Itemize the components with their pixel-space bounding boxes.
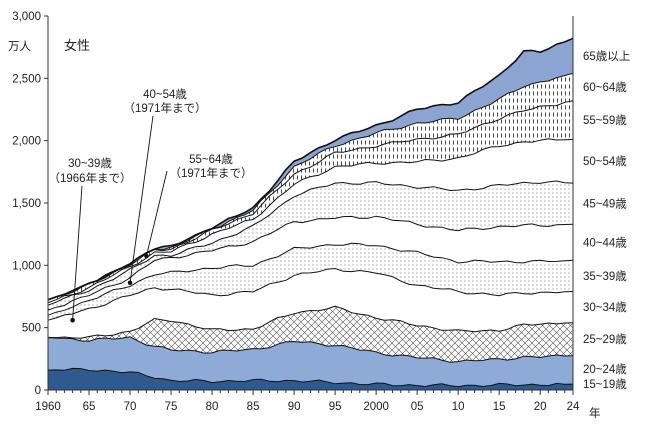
annotation-label: 40~54歳 <box>143 88 187 101</box>
area-35~39 <box>48 243 573 321</box>
y-tick-label: 3,000 <box>12 11 41 23</box>
annotation-sublabel: （1966年まで） <box>48 171 131 185</box>
annotation-leader <box>146 170 168 257</box>
series-label: 40~44歳 <box>583 236 627 249</box>
series-label: 60~64歳 <box>583 81 627 94</box>
area-40~44 <box>48 216 573 316</box>
series-label: 35~39歳 <box>583 270 627 283</box>
area-layers <box>48 38 573 390</box>
annotation-sublabel: （1971年まで） <box>169 166 252 180</box>
area-65以上 <box>48 38 573 301</box>
x-tick-label: 2000 <box>363 401 389 413</box>
chart-title: 女性 <box>64 38 90 53</box>
series-label: 25~29歳 <box>583 333 627 346</box>
y-tick-label: 2,000 <box>12 136 41 148</box>
x-tick-label: 95 <box>329 401 342 413</box>
boundary-line-40~44 <box>47 215 574 311</box>
y-tick-label: 2,500 <box>12 73 41 85</box>
x-tick-label: 24 <box>567 401 580 413</box>
series-label: 20~24歳 <box>583 363 627 376</box>
area-25~29 <box>48 306 573 363</box>
series-label: 50~54歳 <box>583 155 627 168</box>
annotation-dot <box>127 280 133 286</box>
area-15~19 <box>48 368 573 390</box>
x-tick-label: 90 <box>288 401 301 413</box>
series-label: 15~19歳 <box>583 378 627 391</box>
x-tick-label: 85 <box>247 401 260 413</box>
area-55~59 <box>48 100 573 303</box>
boundary-line-65以上 <box>47 37 574 301</box>
x-tick-label: 20 <box>534 401 547 413</box>
annotation-leader <box>72 185 83 321</box>
annotations: 30~39歳（1966年まで）40~54歳（1971年まで）55~64歳（197… <box>48 88 253 323</box>
boundary-line-45~49 <box>47 180 574 306</box>
area-30~34 <box>48 268 573 339</box>
annotation-dot <box>144 253 149 259</box>
y-tick-label: 500 <box>22 323 41 335</box>
boundary-line-30~34 <box>47 267 574 321</box>
x-tick-label: 70 <box>124 401 137 413</box>
y-tick-label: 1,500 <box>12 198 41 210</box>
y-tick-labels: 0 500 1,000 1,500 2,000 2,500 3,000 <box>12 11 48 397</box>
area-50~54 <box>48 138 573 306</box>
series-label: 55~59歳 <box>583 114 627 127</box>
annotation-label: 30~39歳 <box>68 157 112 170</box>
x-axis-unit: 年 <box>589 406 601 420</box>
y-tick-label: 1,000 <box>12 260 41 272</box>
series-labels: 15~19歳 20~24歳 25~29歳 30~34歳 35~39歳 40~44歳 45~4… <box>583 50 630 391</box>
x-tick-label: 75 <box>165 401 178 413</box>
annotation-sublabel: （1971年まで） <box>123 101 206 115</box>
series-label: 30~34歳 <box>583 301 627 314</box>
x-tick-label: 05 <box>411 401 424 413</box>
x-tick-label: 10 <box>452 401 465 413</box>
area-60~64 <box>48 73 573 301</box>
y-tick-label: 0 <box>35 385 41 397</box>
series-label: 45~49歳 <box>583 198 627 211</box>
x-tick-label: 15 <box>493 401 506 413</box>
x-tick-label: 1960 <box>35 401 61 413</box>
area-45~49 <box>48 181 573 311</box>
boundary-lines <box>47 37 574 388</box>
y-axis-unit: 万人 <box>8 40 31 53</box>
annotation-leader <box>129 115 154 283</box>
area-20~24 <box>48 336 573 387</box>
x-tick-label: 65 <box>83 401 96 413</box>
boundary-line-35~39 <box>47 242 574 316</box>
x-tick-labels: 1960 65 70 75 80 85 90 95 2000 05 10 15 20 24 <box>35 390 580 413</box>
boundary-line-20~24 <box>47 336 574 363</box>
x-tick-label: 80 <box>206 401 219 413</box>
boundary-line-15~19 <box>47 367 574 388</box>
boundary-line-50~54 <box>47 138 574 304</box>
annotation-dot <box>70 317 75 323</box>
series-label: 65歳以上 <box>583 50 630 63</box>
annotation-label: 55~64歳 <box>189 153 233 166</box>
boundary-line-25~29 <box>47 305 574 339</box>
boundary-line-55~59 <box>47 100 574 301</box>
